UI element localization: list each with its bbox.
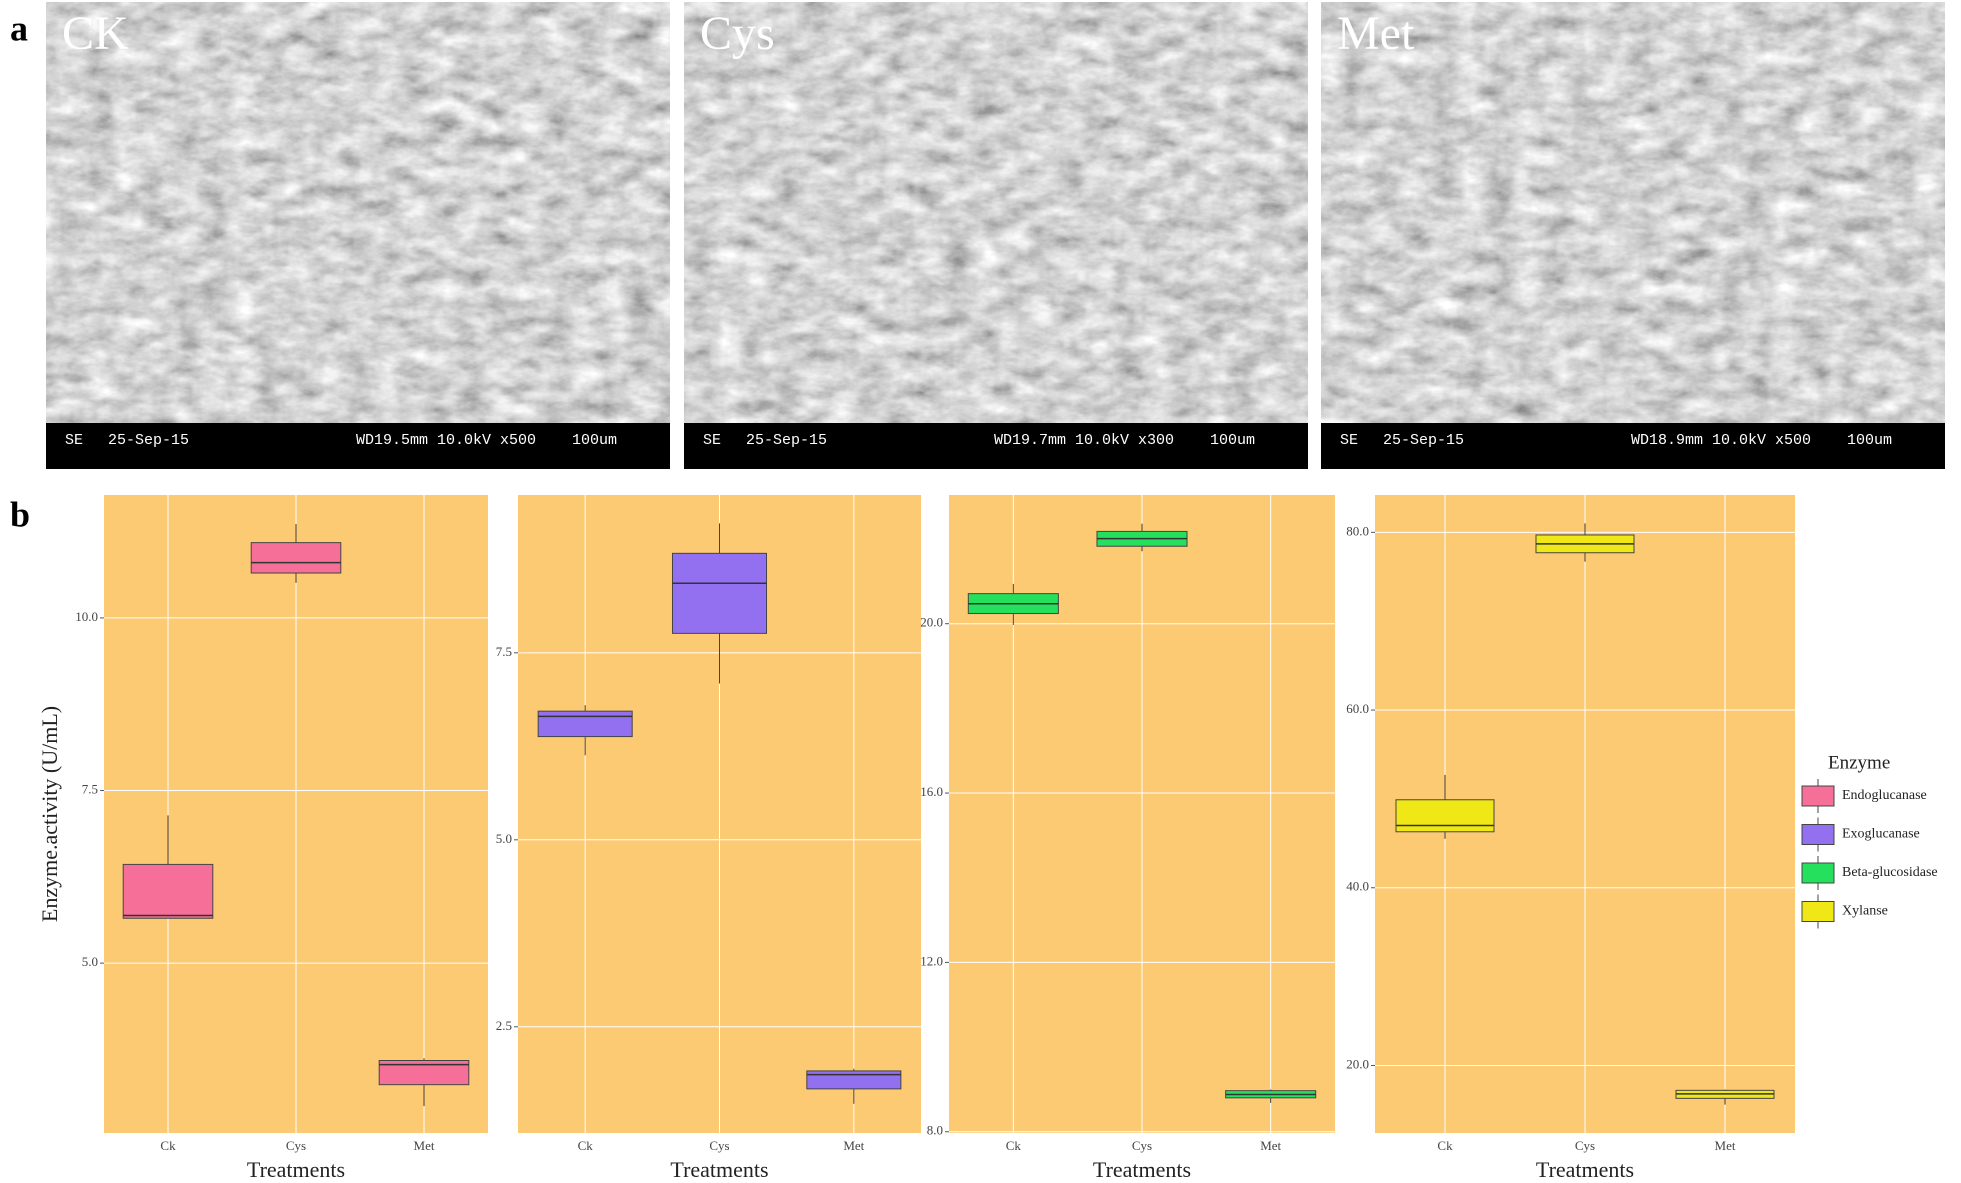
x-axis-label: Treatments [1536, 1157, 1634, 1182]
y-tick-label: 5.0 [496, 831, 512, 846]
y-tick-label: 2.5 [496, 1018, 512, 1033]
sem-image [46, 2, 670, 423]
x-tick-label: Ck [160, 1138, 176, 1153]
x-tick-label: Cys [1132, 1138, 1152, 1153]
y-tick-label: 10.0 [75, 609, 98, 624]
box [1395, 799, 1495, 833]
legend-label: Exoglucanase [1842, 827, 1920, 842]
x-tick-label: Met [1715, 1138, 1736, 1153]
y-tick-label: 60.0 [1346, 701, 1369, 716]
y-tick-label: 40.0 [1346, 879, 1369, 894]
legend-swatch [1801, 824, 1835, 845]
x-tick-label: Cys [709, 1138, 729, 1153]
info-bar [46, 423, 670, 469]
x-tick-label: Met [1260, 1138, 1281, 1153]
info-bar [684, 423, 1308, 469]
legend-label: Beta-glucosidase [1842, 865, 1938, 880]
x-axis-label: Treatments [247, 1157, 345, 1182]
box [806, 1070, 902, 1090]
y-tick-label: 7.5 [496, 644, 512, 659]
image-label: CK [62, 7, 129, 60]
legend-swatch [1801, 785, 1835, 807]
info-text: 25-Sep-15 [1383, 432, 1464, 449]
x-tick-label: Ck [1437, 1138, 1453, 1153]
x-axis-label: Treatments [670, 1157, 768, 1182]
y-tick-label: 80.0 [1346, 523, 1369, 538]
panel-label: a [10, 8, 28, 48]
info-text: 100um [1210, 432, 1255, 449]
info-text: WD19.7mm 10.0kV x300 [994, 432, 1174, 449]
legend-label: Endoglucanase [1842, 788, 1927, 803]
sem-image [684, 2, 1308, 423]
info-text: 25-Sep-15 [746, 432, 827, 449]
box [122, 863, 214, 919]
info-text: SE [1340, 432, 1358, 449]
y-axis-label: Enzyme.activity (U/mL) [37, 706, 62, 922]
legend-swatch [1801, 862, 1835, 884]
y-tick-label: 20.0 [920, 615, 943, 630]
image-label: Cys [700, 7, 775, 60]
y-tick-label: 5.0 [82, 954, 98, 969]
x-tick-label: Met [414, 1138, 435, 1153]
box [250, 542, 342, 574]
y-tick-label: 12.0 [920, 953, 943, 968]
x-tick-label: Met [843, 1138, 864, 1153]
box [537, 710, 633, 738]
legend-label: Xylanse [1842, 904, 1888, 919]
x-tick-label: Ck [578, 1138, 594, 1153]
legend-title: Enzyme [1828, 752, 1890, 773]
sem-image [1321, 2, 1945, 423]
x-tick-label: Cys [1575, 1138, 1595, 1153]
info-text: 25-Sep-15 [108, 432, 189, 449]
x-tick-label: Cys [286, 1138, 306, 1153]
y-tick-label: 16.0 [920, 784, 943, 799]
x-axis-label: Treatments [1093, 1157, 1191, 1182]
x-tick-label: Ck [1006, 1138, 1022, 1153]
info-bar [1321, 423, 1945, 469]
info-text: 100um [1847, 432, 1892, 449]
box [671, 552, 768, 634]
y-tick-label: 7.5 [82, 782, 98, 797]
y-tick-label: 20.0 [1346, 1056, 1369, 1071]
info-text: 100um [572, 432, 617, 449]
legend-swatch [1801, 901, 1835, 922]
info-text: WD19.5mm 10.0kV x500 [356, 432, 536, 449]
y-tick-label: 8.0 [927, 1123, 943, 1138]
info-text: WD18.9mm 10.0kV x500 [1631, 432, 1811, 449]
image-label: Met [1337, 7, 1415, 60]
info-text: SE [65, 432, 83, 449]
panel-label: b [10, 494, 30, 534]
info-text: SE [703, 432, 721, 449]
